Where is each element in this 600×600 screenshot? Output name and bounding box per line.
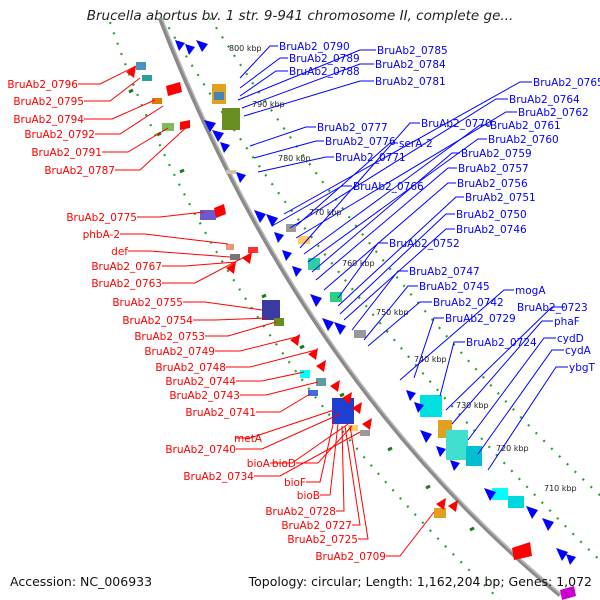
scale-label: 740 kbp: [414, 355, 447, 364]
gene-label: BruAb2_0745: [419, 281, 490, 293]
right-gene-labels: BruAb2_0790 BruAb2_0785 BruAb2_0789 BruA…: [279, 41, 600, 374]
right-leader-lines: [237, 45, 568, 471]
scale-label: 790 kbp: [252, 100, 285, 109]
inner-dotted-ring: [108, 21, 501, 600]
gene-label: BruAb2_0764: [509, 94, 580, 106]
gene-label: bioD: [272, 458, 296, 470]
gene-label: BruAb2_0761: [490, 120, 561, 132]
scale-label: 780 kbp: [278, 154, 311, 163]
chromosome-backbone: [157, 17, 562, 597]
far-outer-dotted-ring: [209, 17, 600, 497]
gene-label: BruAb2_0789: [289, 53, 360, 65]
gene-label: BruAb2_0765: [533, 77, 600, 89]
gene-label: BruAb2_0749: [144, 346, 215, 358]
gene-label: BruAb2_0792: [24, 129, 95, 141]
gene-label: BruAb2_0766: [353, 181, 424, 193]
left-gene-labels: BruAb2_0796 BruAb2_0795 BruAb2_0794 BruA…: [7, 79, 386, 563]
gene-label: bioF: [284, 477, 306, 489]
scale-label: 750 kbp: [376, 308, 409, 317]
scale-label: 730 kbp: [456, 401, 489, 410]
scale-label: 710 kbp: [544, 484, 577, 493]
gene-label: BruAb2_0784: [375, 59, 446, 71]
gene-label: serA-2: [399, 138, 433, 150]
gene-label: BruAb2_0762: [518, 107, 589, 119]
gene-label: BruAb2_0744: [165, 376, 236, 388]
gene-label: BruAb2_0757: [458, 163, 529, 175]
gene-label: BruAb2_0740: [165, 444, 236, 456]
gene-label: BruAb2_0728: [265, 506, 336, 518]
gene-label: def: [111, 246, 128, 258]
scale-label: 760 kbp: [342, 259, 375, 268]
gene-label: BruAb2_0729: [445, 313, 516, 325]
gene-label: mogA: [515, 285, 546, 297]
gene-label: BruAb2_0753: [134, 331, 205, 343]
gene-label: BruAb2_0727: [281, 520, 352, 532]
gene-label: BruAb2_0741: [185, 407, 256, 419]
gene-label: bioA: [247, 458, 271, 470]
gene-label: BruAb2_0751: [465, 192, 536, 204]
gene-label: BruAb2_0746: [456, 224, 527, 236]
gene-label: BruAb2_0709: [315, 551, 386, 563]
gene-label: BruAb2_0724: [466, 337, 537, 349]
map-title: Brucella abortus bv. 1 str. 9-941 chromo…: [86, 8, 514, 24]
scale-label: 770 kbp: [309, 208, 342, 217]
gene-label: BruAb2_0785: [377, 45, 448, 57]
gene-label: BruAb2_0754: [122, 315, 193, 327]
gene-label: cydA: [565, 345, 592, 357]
topology-text: Topology: circular; Length: 1,162,204 bp…: [248, 574, 592, 589]
gene-label: phaF: [554, 316, 580, 328]
gene-label: BruAb2_0781: [375, 76, 446, 88]
gene-label: BruAb2_0763: [91, 278, 162, 290]
gene-label: BruAb2_0777: [317, 122, 388, 134]
gene-label: BruAb2_0725: [287, 534, 358, 546]
gene-label: metA: [234, 433, 263, 445]
gene-label: BruAb2_0767: [91, 261, 162, 273]
scale-label: 720 kbp: [496, 444, 529, 453]
gene-label: BruAb2_0760: [488, 134, 559, 146]
gene-label: BruAb2_0788: [289, 66, 360, 78]
gene-label: BruAb2_0770: [421, 118, 492, 130]
gene-label: BruAb2_0795: [13, 96, 84, 108]
gene-label: BruAb2_0756: [457, 178, 528, 190]
gene-label: BruAb2_0790: [279, 41, 350, 53]
gene-label: BruAb2_0759: [461, 148, 532, 160]
gene-label: BruAb2_0755: [112, 297, 183, 309]
gene-label: ybgT: [569, 362, 596, 374]
gene-label: BruAb2_0734: [183, 471, 254, 483]
gene-label: BruAb2_0742: [433, 297, 504, 309]
gene-features: [126, 40, 576, 600]
gene-label: BruAb2_0791: [31, 147, 102, 159]
gene-label: BruAb2_0743: [169, 390, 240, 402]
gene-label: BruAb2_0748: [155, 362, 226, 374]
gene-label: BruAb2_0750: [456, 209, 527, 221]
gene-label: BruAb2_0747: [409, 266, 480, 278]
gene-label: BruAb2_0723: [517, 302, 588, 314]
gene-label: BruAb2_0752: [389, 238, 460, 250]
gene-label: BruAb2_0787: [44, 165, 115, 177]
scale-label: 800 kbp: [229, 44, 262, 53]
scale-labels: 800 kbp 790 kbp 780 kbp 770 kbp 760 kbp …: [229, 44, 577, 493]
gene-label: bioB: [297, 490, 320, 502]
gene-label: cydD: [557, 333, 584, 345]
gene-label: BruAb2_0775: [66, 212, 137, 224]
gene-label: BruAb2_0796: [7, 79, 78, 91]
accession-text: Accession: NC_006933: [10, 574, 153, 589]
gene-label: BruAb2_0794: [13, 114, 84, 126]
gene-label: phbA-2: [83, 229, 120, 241]
left-leader-lines: [78, 65, 435, 557]
gene-label: BruAb2_0776: [325, 136, 396, 148]
gene-label: BruAb2_0771: [335, 152, 406, 164]
